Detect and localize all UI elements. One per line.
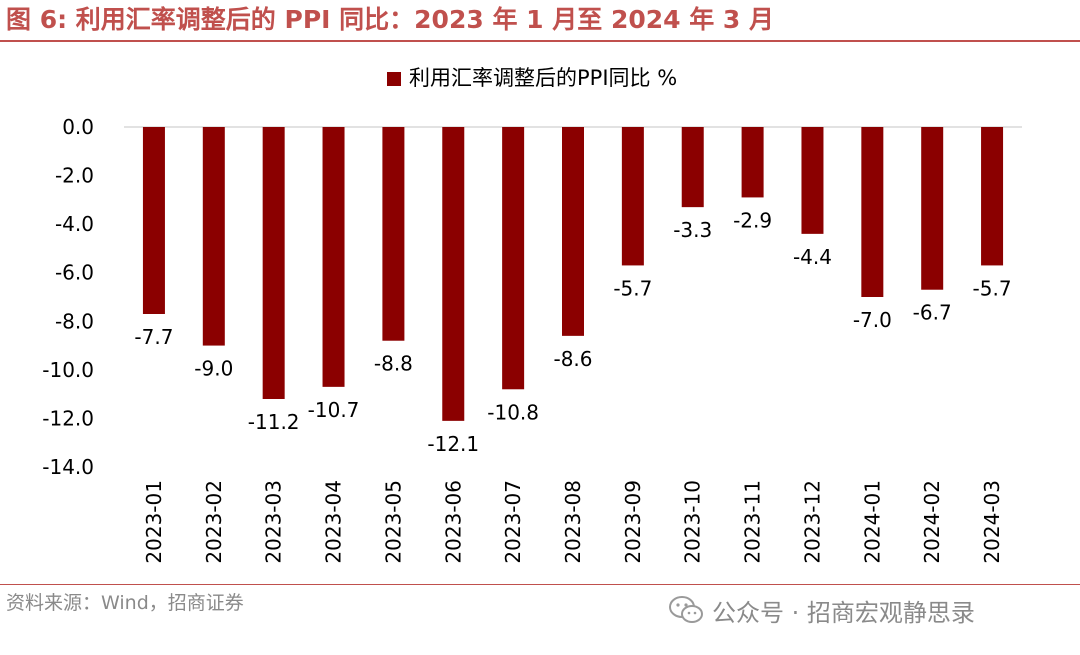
data-label: -9.0 [194,357,233,381]
figure-title: 图 6: 利用汇率调整后的 PPI 同比：2023 年 1 月至 2024 年 … [6,5,775,34]
data-label: -5.7 [613,276,652,300]
data-label: -10.7 [308,398,360,422]
chart-legend: 利用汇率调整后的PPI同比 % [387,66,677,90]
bar [202,127,225,346]
x-tick-label: 2023-04 [322,480,346,564]
bar [861,127,884,297]
bar-chart: 利用汇率调整后的PPI同比 % 0.0 -2.0 -4.0 -6.0 -8.0 -10.0… [42,66,1022,564]
data-label: -6.7 [913,301,952,325]
data-label: -7.7 [134,325,173,349]
data-label: -8.6 [553,347,592,371]
legend-label: 利用汇率调整后的PPI同比 % [409,66,677,90]
x-tick-label: 2023-07 [501,480,525,564]
x-tick-label: 2023-10 [681,480,705,564]
x-tick-label: 2023-02 [202,480,226,564]
data-label: -5.7 [973,276,1012,300]
bar [382,127,405,341]
data-label: -8.8 [374,352,413,376]
bar [741,127,764,198]
bar [981,127,1004,266]
y-tick-label: -6.0 [55,261,94,285]
bar-series [142,127,1004,421]
x-tick-label: 2023-01 [142,480,166,564]
x-tick-label: 2023-11 [741,480,765,564]
y-tick-label: -14.0 [42,455,94,479]
y-tick-label: -4.0 [55,212,94,236]
bar [681,127,704,208]
data-labels: -7.7 -9.0 -11.2 -10.7 -8.8 -12.1 -10.8 -8.6 -5.7… [134,208,1011,455]
legend-swatch [387,72,401,86]
source-note: 资料来源：Wind，招商证券 [6,592,244,614]
bar [621,127,644,266]
data-label: -4.4 [793,245,832,269]
data-label: -11.2 [248,410,300,434]
watermark: 公众号 · 招商宏观静思录 [668,594,975,627]
wechat-icon [669,596,703,623]
title-rule [0,40,1080,42]
x-tick-label: 2023-08 [561,480,585,564]
x-tick-label: 2023-03 [262,480,286,564]
bar [801,127,824,234]
bar [142,127,165,314]
data-label: -10.8 [487,400,539,424]
x-tick-label: 2024-02 [920,480,944,564]
y-tick-label: 0.0 [62,115,94,139]
data-label: -7.0 [853,308,892,332]
data-label: -12.1 [427,432,479,456]
bar [262,127,285,399]
x-tick-label: 2023-12 [800,480,824,564]
x-tick-label: 2023-06 [441,480,465,564]
bar [442,127,465,421]
bar [562,127,584,336]
x-tick-label: 2023-09 [621,480,645,564]
x-axis: 2023-01 2023-02 2023-03 2023-04 2023-05 2023-… [142,480,1004,564]
y-tick-label: -8.0 [55,309,94,333]
data-label: -3.3 [673,218,712,242]
y-tick-label: -2.0 [55,164,94,188]
bar [921,127,944,290]
y-tick-label: -12.0 [42,406,94,430]
y-axis: 0.0 -2.0 -4.0 -6.0 -8.0 -10.0 -12.0 -14.0 [42,115,94,479]
bar [502,127,525,390]
y-tick-label: -10.0 [42,358,94,382]
watermark-text: 公众号 · 招商宏观静思录 [712,598,975,627]
x-tick-label: 2024-01 [860,480,884,564]
footer-rule [0,584,1080,585]
bar [322,127,345,387]
data-label: -2.9 [733,208,772,232]
x-tick-label: 2023-05 [381,480,405,564]
x-tick-label: 2024-03 [980,480,1004,564]
